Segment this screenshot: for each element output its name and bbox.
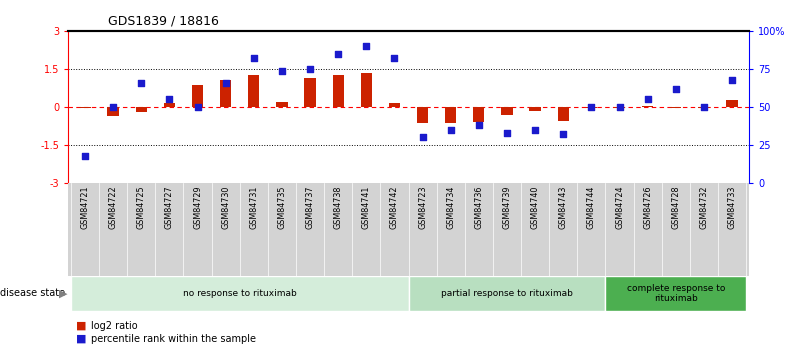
Point	[417, 135, 429, 140]
Text: ■: ■	[76, 321, 90, 331]
Bar	[529, 107, 541, 111]
Point	[445, 127, 457, 132]
Point	[78, 153, 91, 158]
Text: GSM84723: GSM84723	[418, 186, 427, 229]
Text: GDS1839 / 18816: GDS1839 / 18816	[108, 14, 219, 28]
Bar	[670, 107, 682, 108]
Text: complete response to
rituximab: complete response to rituximab	[626, 284, 725, 303]
Bar	[501, 107, 513, 115]
Bar	[192, 86, 203, 107]
Point	[698, 104, 710, 110]
Text: disease state: disease state	[0, 288, 65, 298]
Bar	[71, 276, 409, 310]
Text: GSM84731: GSM84731	[249, 186, 258, 229]
Point	[613, 104, 626, 110]
Point	[163, 97, 175, 102]
Text: GSM84728: GSM84728	[671, 186, 680, 229]
Text: GSM84741: GSM84741	[362, 186, 371, 229]
Text: GSM84742: GSM84742	[390, 186, 399, 229]
Text: GSM84744: GSM84744	[587, 186, 596, 229]
Point	[388, 56, 400, 61]
Text: GSM84736: GSM84736	[474, 186, 483, 229]
Text: GSM84733: GSM84733	[727, 186, 737, 229]
Text: GSM84734: GSM84734	[446, 186, 455, 229]
Point	[726, 77, 739, 82]
Bar	[248, 75, 260, 107]
Bar	[727, 100, 738, 107]
Text: no response to rituximab: no response to rituximab	[183, 289, 296, 298]
Text: GSM84726: GSM84726	[643, 186, 652, 229]
Bar	[557, 107, 569, 121]
Text: GSM84739: GSM84739	[502, 186, 512, 229]
Point	[107, 104, 119, 110]
Text: ▶: ▶	[58, 288, 67, 298]
Text: GSM84730: GSM84730	[221, 186, 230, 229]
Text: partial response to rituximab: partial response to rituximab	[441, 289, 573, 298]
Point	[360, 43, 372, 49]
Point	[501, 130, 513, 136]
Text: ■: ■	[76, 334, 90, 344]
Point	[557, 131, 570, 137]
Text: GSM84721: GSM84721	[80, 186, 90, 229]
Text: GSM84738: GSM84738	[334, 186, 343, 229]
Point	[529, 127, 541, 132]
Bar	[276, 102, 288, 107]
Bar	[614, 107, 625, 108]
Text: GSM84732: GSM84732	[699, 186, 708, 229]
Text: GSM84724: GSM84724	[615, 186, 624, 229]
Bar	[606, 276, 746, 310]
Text: GSM84727: GSM84727	[165, 186, 174, 229]
Bar	[445, 107, 457, 124]
Point	[642, 97, 654, 102]
Bar	[473, 107, 485, 122]
Bar	[79, 107, 91, 108]
Point	[276, 68, 288, 73]
Point	[248, 56, 260, 61]
Bar	[304, 78, 316, 107]
Point	[135, 80, 147, 86]
Point	[304, 66, 316, 72]
Bar	[417, 107, 429, 124]
Bar	[220, 80, 231, 107]
Bar	[163, 103, 175, 107]
Bar	[698, 107, 710, 108]
Text: GSM84737: GSM84737	[305, 186, 315, 229]
Point	[473, 122, 485, 128]
Bar	[642, 106, 654, 107]
Bar	[332, 75, 344, 107]
Point	[219, 80, 232, 86]
Text: percentile rank within the sample: percentile rank within the sample	[91, 334, 256, 344]
Text: log2 ratio: log2 ratio	[91, 321, 137, 331]
Text: GSM84735: GSM84735	[277, 186, 287, 229]
Text: GSM84729: GSM84729	[193, 186, 202, 229]
Text: GSM84725: GSM84725	[137, 186, 146, 229]
Text: GSM84740: GSM84740	[530, 186, 540, 229]
Bar	[388, 103, 400, 107]
Point	[332, 51, 344, 57]
Bar	[586, 107, 597, 108]
Bar	[135, 107, 147, 112]
Point	[670, 86, 682, 91]
Bar	[360, 73, 372, 107]
Text: GSM84722: GSM84722	[109, 186, 118, 229]
Bar	[107, 107, 119, 116]
Point	[191, 104, 204, 110]
Bar	[409, 276, 606, 310]
Point	[585, 104, 598, 110]
Text: GSM84743: GSM84743	[559, 186, 568, 229]
